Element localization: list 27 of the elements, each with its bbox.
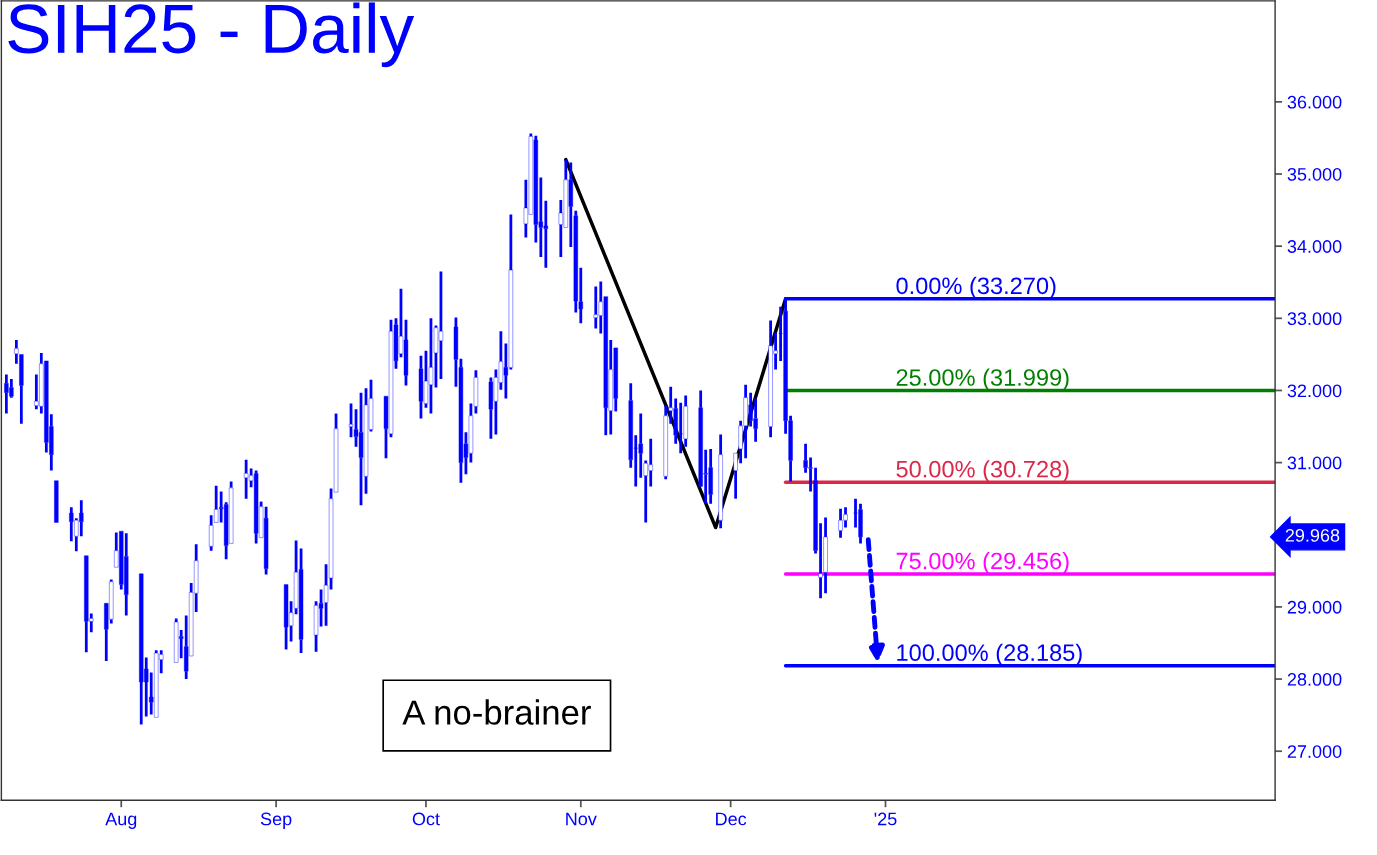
y-tick-label: 27.000 bbox=[1287, 745, 1342, 758]
x-tick-label: Dec bbox=[716, 812, 747, 826]
y-tick-label: 32.000 bbox=[1287, 384, 1342, 398]
candlestick bbox=[54, 480, 59, 523]
y-tick-label: 35.000 bbox=[1287, 167, 1342, 181]
y-tick-label: 36.000 bbox=[1287, 95, 1342, 109]
x-tick-label: Oct bbox=[412, 812, 440, 826]
y-tick-label: 31.000 bbox=[1287, 456, 1342, 470]
candlestick bbox=[683, 394, 688, 449]
annotation: 75.00% (29.456) bbox=[896, 552, 1069, 575]
annotation: 0.00% (33.270) bbox=[896, 276, 1056, 299]
x-tick-label: Nov bbox=[566, 812, 597, 826]
x-tick-label: '25 bbox=[874, 812, 897, 826]
annotation: A no-brainer bbox=[402, 699, 591, 725]
chart-title: SIH25 - Daily bbox=[8, 2, 415, 68]
candlestick bbox=[263, 505, 269, 576]
x-tick-label: Aug bbox=[105, 812, 137, 829]
y-tick-label: 34.000 bbox=[1287, 240, 1342, 253]
annotation: 25.00% (31.999) bbox=[896, 368, 1069, 391]
y-tick-label: 28.000 bbox=[1287, 673, 1342, 686]
y-tick-label: 33.000 bbox=[1287, 312, 1342, 326]
annotation: 100.00% (28.185) bbox=[897, 643, 1082, 666]
text: 29.968 bbox=[1285, 528, 1340, 542]
candlestick bbox=[718, 433, 723, 530]
annotation: 50.00% (30.728) bbox=[896, 460, 1069, 483]
x-tick-label: Sep bbox=[260, 812, 292, 829]
y-tick-label: 29.000 bbox=[1287, 600, 1342, 614]
